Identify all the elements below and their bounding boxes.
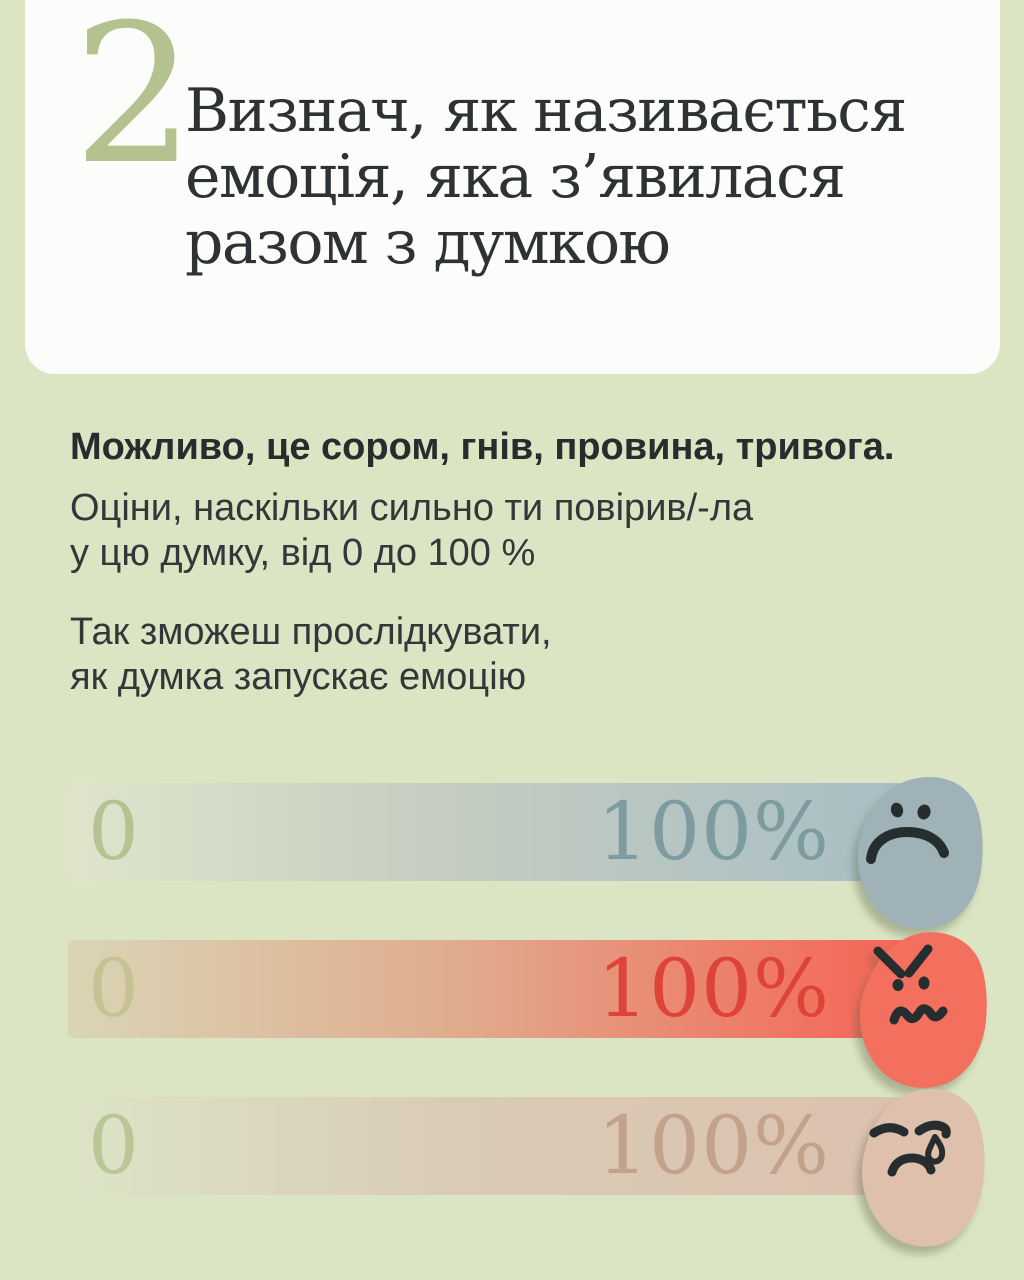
paragraph-track-emotion-line-2: як думка запускає емоцію <box>70 656 527 698</box>
paragraph-rate-thought-line-2: у цю думку, від 0 до 100 % <box>70 532 536 574</box>
page-title: Визнач, як називається емоція, яка з’яви… <box>185 76 907 278</box>
emotion-scale-sad: 0 100% <box>0 777 1024 929</box>
scale-gradient-bar <box>68 783 940 881</box>
scale-max-label: 100% <box>597 1099 830 1192</box>
emotion-scale-angry: 0 100% <box>0 932 1024 1088</box>
paragraph-rate-thought-line-1: Оціни, наскільки сильно ти повірив/-ла <box>70 487 754 529</box>
paragraph-rate-thought: Оціни, наскільки сильно ти повірив/-ла у… <box>70 486 753 576</box>
lead-sentence: Можливо, це сором, гнів, провина, тривог… <box>70 426 895 468</box>
step-number: 2 <box>73 0 196 207</box>
angry-face-icon <box>859 932 987 1088</box>
page-title-line-2: емоція, яка з’явилася <box>185 142 846 212</box>
scale-min-label: 0 <box>88 785 139 878</box>
paragraph-track-emotion-line-1: Так зможеш прослідкувати, <box>70 611 552 653</box>
sad-face-icon <box>857 777 983 929</box>
scale-gradient-bar <box>68 1097 940 1195</box>
paragraph-track-emotion: Так зможеш прослідкувати, як думка запус… <box>70 610 552 700</box>
scale-gradient-bar <box>68 940 940 1038</box>
scale-max-label: 100% <box>597 785 830 878</box>
scale-max-label: 100% <box>597 942 830 1035</box>
crying-face-icon <box>861 1089 985 1247</box>
page-title-line-3: разом з думкою <box>185 208 671 278</box>
scale-min-label: 0 <box>88 942 139 1035</box>
title-card-content: 2 Визнач, як називається емоція, яка з’я… <box>25 0 1000 374</box>
scale-min-label: 0 <box>88 1099 139 1192</box>
page-title-line-1: Визнач, як називається <box>185 76 907 146</box>
emotion-scale-crying: 0 100% <box>0 1089 1024 1247</box>
title-card: 2 Визнач, як називається емоція, яка з’я… <box>25 0 1000 374</box>
